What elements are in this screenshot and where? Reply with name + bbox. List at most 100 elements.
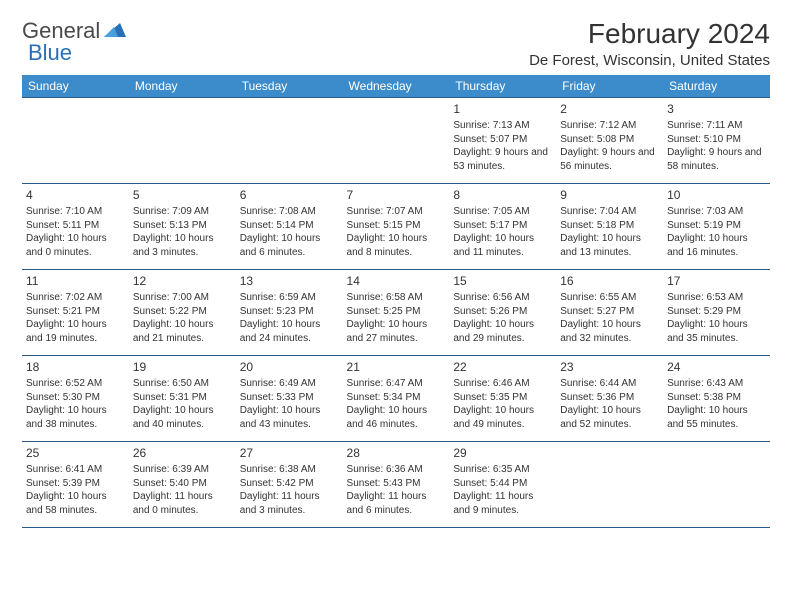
calendar-day-cell: 21Sunrise: 6:47 AMSunset: 5:34 PMDayligh… [343, 356, 450, 442]
sunrise-line: Sunrise: 7:03 AM [667, 205, 766, 219]
day-number: 1 [453, 101, 552, 117]
sunrise-line: Sunrise: 7:00 AM [133, 291, 232, 305]
day-number: 21 [347, 359, 446, 375]
sunset-line: Sunset: 5:39 PM [26, 477, 125, 491]
weekday-header: Tuesday [236, 75, 343, 98]
calendar-day-cell: 8Sunrise: 7:05 AMSunset: 5:17 PMDaylight… [449, 184, 556, 270]
day-number: 16 [560, 273, 659, 289]
day-number: 13 [240, 273, 339, 289]
sunset-line: Sunset: 5:26 PM [453, 305, 552, 319]
daylight-line: Daylight: 10 hours and 27 minutes. [347, 318, 446, 345]
calendar-day-cell: 5Sunrise: 7:09 AMSunset: 5:13 PMDaylight… [129, 184, 236, 270]
sunset-line: Sunset: 5:33 PM [240, 391, 339, 405]
day-number: 25 [26, 445, 125, 461]
daylight-line: Daylight: 10 hours and 21 minutes. [133, 318, 232, 345]
day-number: 6 [240, 187, 339, 203]
calendar-table: SundayMondayTuesdayWednesdayThursdayFrid… [22, 75, 770, 528]
weekday-header: Thursday [449, 75, 556, 98]
sunrise-line: Sunrise: 6:59 AM [240, 291, 339, 305]
daylight-line: Daylight: 10 hours and 11 minutes. [453, 232, 552, 259]
day-number: 12 [133, 273, 232, 289]
sunrise-line: Sunrise: 7:10 AM [26, 205, 125, 219]
sunrise-line: Sunrise: 6:58 AM [347, 291, 446, 305]
daylight-line: Daylight: 10 hours and 43 minutes. [240, 404, 339, 431]
calendar-day-cell: 28Sunrise: 6:36 AMSunset: 5:43 PMDayligh… [343, 442, 450, 528]
calendar-day-cell: 12Sunrise: 7:00 AMSunset: 5:22 PMDayligh… [129, 270, 236, 356]
sunrise-line: Sunrise: 6:46 AM [453, 377, 552, 391]
day-number: 8 [453, 187, 552, 203]
calendar-body: 1Sunrise: 7:13 AMSunset: 5:07 PMDaylight… [22, 98, 770, 528]
sunrise-line: Sunrise: 6:55 AM [560, 291, 659, 305]
weekday-header: Saturday [663, 75, 770, 98]
sunrise-line: Sunrise: 7:04 AM [560, 205, 659, 219]
day-number: 3 [667, 101, 766, 117]
sunset-line: Sunset: 5:14 PM [240, 219, 339, 233]
calendar-day-cell: 26Sunrise: 6:39 AMSunset: 5:40 PMDayligh… [129, 442, 236, 528]
daylight-line: Daylight: 10 hours and 49 minutes. [453, 404, 552, 431]
calendar-day-cell: 4 Sunrise: 7:10 AMSunset: 5:11 PMDaylight… [22, 184, 129, 270]
logo-triangle-icon [104, 21, 126, 42]
daylight-line: Daylight: 9 hours and 58 minutes. [667, 146, 766, 173]
calendar-day-cell: 19Sunrise: 6:50 AMSunset: 5:31 PMDayligh… [129, 356, 236, 442]
daylight-line: Daylight: 10 hours and 58 minutes. [26, 490, 125, 517]
day-number: 18 [26, 359, 125, 375]
sunrise-line: Sunrise: 6:44 AM [560, 377, 659, 391]
sunset-line: Sunset: 5:38 PM [667, 391, 766, 405]
daylight-line: Daylight: 10 hours and 8 minutes. [347, 232, 446, 259]
calendar-day-cell: 17Sunrise: 6:53 AMSunset: 5:29 PMDayligh… [663, 270, 770, 356]
sunrise-line: Sunrise: 7:11 AM [667, 119, 766, 133]
sunrise-line: Sunrise: 7:08 AM [240, 205, 339, 219]
logo-text-2: Blue [28, 40, 72, 65]
logo-line2: Blue [28, 40, 72, 66]
sunrise-line: Sunrise: 7:02 AM [26, 291, 125, 305]
calendar-day-cell: 9Sunrise: 7:04 AMSunset: 5:18 PMDaylight… [556, 184, 663, 270]
sunrise-line: Sunrise: 6:56 AM [453, 291, 552, 305]
calendar-day-cell: 2Sunrise: 7:12 AMSunset: 5:08 PMDaylight… [556, 98, 663, 184]
sunrise-line: Sunrise: 6:52 AM [26, 377, 125, 391]
calendar-day-cell: 22Sunrise: 6:46 AMSunset: 5:35 PMDayligh… [449, 356, 556, 442]
sunset-line: Sunset: 5:29 PM [667, 305, 766, 319]
day-number: 5 [133, 187, 232, 203]
calendar-day-cell: 1Sunrise: 7:13 AMSunset: 5:07 PMDaylight… [449, 98, 556, 184]
daylight-line: Daylight: 11 hours and 9 minutes. [453, 490, 552, 517]
day-number: 14 [347, 273, 446, 289]
calendar-empty-cell [22, 98, 129, 184]
sunset-line: Sunset: 5:43 PM [347, 477, 446, 491]
location: De Forest, Wisconsin, United States [529, 52, 770, 69]
day-number: 22 [453, 359, 552, 375]
daylight-line: Daylight: 10 hours and 6 minutes. [240, 232, 339, 259]
sunset-line: Sunset: 5:10 PM [667, 133, 766, 147]
sunset-line: Sunset: 5:15 PM [347, 219, 446, 233]
calendar-week-row: 4Sunrise: 7:10 AMSunset: 5:11 PMDaylight… [22, 184, 770, 270]
sunrise-line: Sunrise: 6:47 AM [347, 377, 446, 391]
sunrise-line: Sunrise: 7:13 AM [453, 119, 552, 133]
sunset-line: Sunset: 5:40 PM [133, 477, 232, 491]
daylight-line: Daylight: 11 hours and 3 minutes. [240, 490, 339, 517]
daylight-line: Daylight: 10 hours and 24 minutes. [240, 318, 339, 345]
day-number: 11 [26, 273, 125, 289]
sunset-line: Sunset: 5:34 PM [347, 391, 446, 405]
day-number: 4 [26, 187, 125, 203]
sunrise-line: Sunrise: 6:36 AM [347, 463, 446, 477]
sunrise-line: Sunrise: 6:38 AM [240, 463, 339, 477]
sunset-line: Sunset: 5:30 PM [26, 391, 125, 405]
daylight-line: Daylight: 10 hours and 38 minutes. [26, 404, 125, 431]
sunset-line: Sunset: 5:25 PM [347, 305, 446, 319]
sunrise-line: Sunrise: 7:07 AM [347, 205, 446, 219]
sunrise-line: Sunrise: 7:05 AM [453, 205, 552, 219]
calendar-day-cell: 3 Sunrise: 7:11 AMSunset: 5:10 PMDaylight… [663, 98, 770, 184]
day-number: 10 [667, 187, 766, 203]
calendar-day-cell: 24Sunrise: 6:43 AMSunset: 5:38 PMDayligh… [663, 356, 770, 442]
sunset-line: Sunset: 5:11 PM [26, 219, 125, 233]
sunrise-line: Sunrise: 6:35 AM [453, 463, 552, 477]
daylight-line: Daylight: 9 hours and 53 minutes. [453, 146, 552, 173]
weekday-header: Monday [129, 75, 236, 98]
daylight-line: Daylight: 10 hours and 0 minutes. [26, 232, 125, 259]
day-number: 28 [347, 445, 446, 461]
sunset-line: Sunset: 5:31 PM [133, 391, 232, 405]
daylight-line: Daylight: 10 hours and 3 minutes. [133, 232, 232, 259]
day-number: 20 [240, 359, 339, 375]
day-number: 19 [133, 359, 232, 375]
calendar-day-cell: 20Sunrise: 6:49 AMSunset: 5:33 PMDayligh… [236, 356, 343, 442]
calendar-empty-cell [129, 98, 236, 184]
